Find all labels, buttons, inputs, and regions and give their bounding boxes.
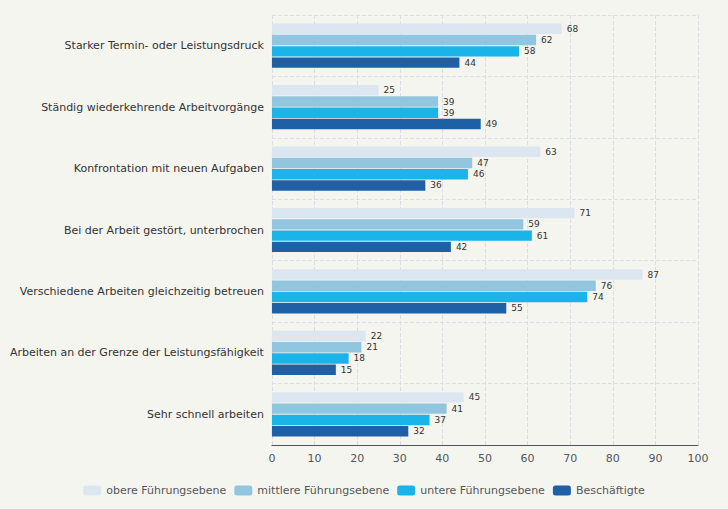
svg-text:68: 68 xyxy=(567,24,579,34)
svg-text:Starker Termin- oder Leistungs: Starker Termin- oder Leistungsdruck xyxy=(65,39,265,52)
svg-text:41: 41 xyxy=(452,404,463,414)
svg-text:21: 21 xyxy=(366,342,377,352)
svg-text:mittlere Führungsebene: mittlere Führungsebene xyxy=(257,484,389,497)
svg-text:0: 0 xyxy=(268,452,275,465)
svg-text:49: 49 xyxy=(486,119,498,129)
svg-text:42: 42 xyxy=(456,242,467,252)
svg-text:36: 36 xyxy=(430,180,442,190)
svg-text:59: 59 xyxy=(528,219,540,229)
svg-text:61: 61 xyxy=(537,231,548,241)
svg-text:62: 62 xyxy=(541,35,552,45)
svg-text:Arbeiten an der Grenze der Lei: Arbeiten an der Grenze der Leistungsfähi… xyxy=(10,346,265,359)
svg-text:55: 55 xyxy=(511,303,522,313)
svg-text:Konfrontation mit neuen Aufgab: Konfrontation mit neuen Aufgaben xyxy=(74,162,264,175)
svg-text:18: 18 xyxy=(354,353,366,363)
svg-text:100: 100 xyxy=(688,452,709,465)
svg-text:63: 63 xyxy=(545,147,556,157)
svg-text:Sehr schnell arbeiten: Sehr schnell arbeiten xyxy=(147,408,264,421)
svg-text:15: 15 xyxy=(341,365,352,375)
svg-text:25: 25 xyxy=(383,85,394,95)
svg-text:22: 22 xyxy=(371,331,382,341)
svg-text:20: 20 xyxy=(350,452,364,465)
svg-text:10: 10 xyxy=(308,452,322,465)
svg-text:obere Führungsebene: obere Führungsebene xyxy=(106,484,226,497)
svg-text:40: 40 xyxy=(435,452,449,465)
svg-text:Bei der Arbeit gestört, unterb: Bei der Arbeit gestört, unterbrochen xyxy=(64,224,264,237)
svg-text:60: 60 xyxy=(521,452,535,465)
svg-text:Verschiedene Arbeiten gleichze: Verschiedene Arbeiten gleichzeitig betre… xyxy=(20,285,264,298)
svg-text:90: 90 xyxy=(648,452,662,465)
svg-text:87: 87 xyxy=(648,270,659,280)
svg-text:Ständig wiederkehrende Arbeitv: Ständig wiederkehrende Arbeitvorgänge xyxy=(41,101,264,114)
svg-text:Beschäftigte: Beschäftigte xyxy=(576,484,645,497)
svg-text:71: 71 xyxy=(579,208,590,218)
svg-text:30: 30 xyxy=(393,452,407,465)
svg-text:37: 37 xyxy=(435,415,446,425)
svg-text:39: 39 xyxy=(443,97,455,107)
svg-text:74: 74 xyxy=(592,292,604,302)
svg-text:50: 50 xyxy=(478,452,492,465)
svg-text:47: 47 xyxy=(477,158,488,168)
svg-text:46: 46 xyxy=(473,169,485,179)
svg-text:58: 58 xyxy=(524,46,536,56)
svg-text:44: 44 xyxy=(464,58,476,68)
svg-text:80: 80 xyxy=(606,452,620,465)
svg-text:76: 76 xyxy=(601,281,613,291)
svg-text:39: 39 xyxy=(443,108,455,118)
svg-text:untere Führungsebene: untere Führungsebene xyxy=(420,484,545,497)
svg-text:70: 70 xyxy=(563,452,577,465)
svg-text:32: 32 xyxy=(413,426,424,436)
svg-text:45: 45 xyxy=(469,392,480,402)
